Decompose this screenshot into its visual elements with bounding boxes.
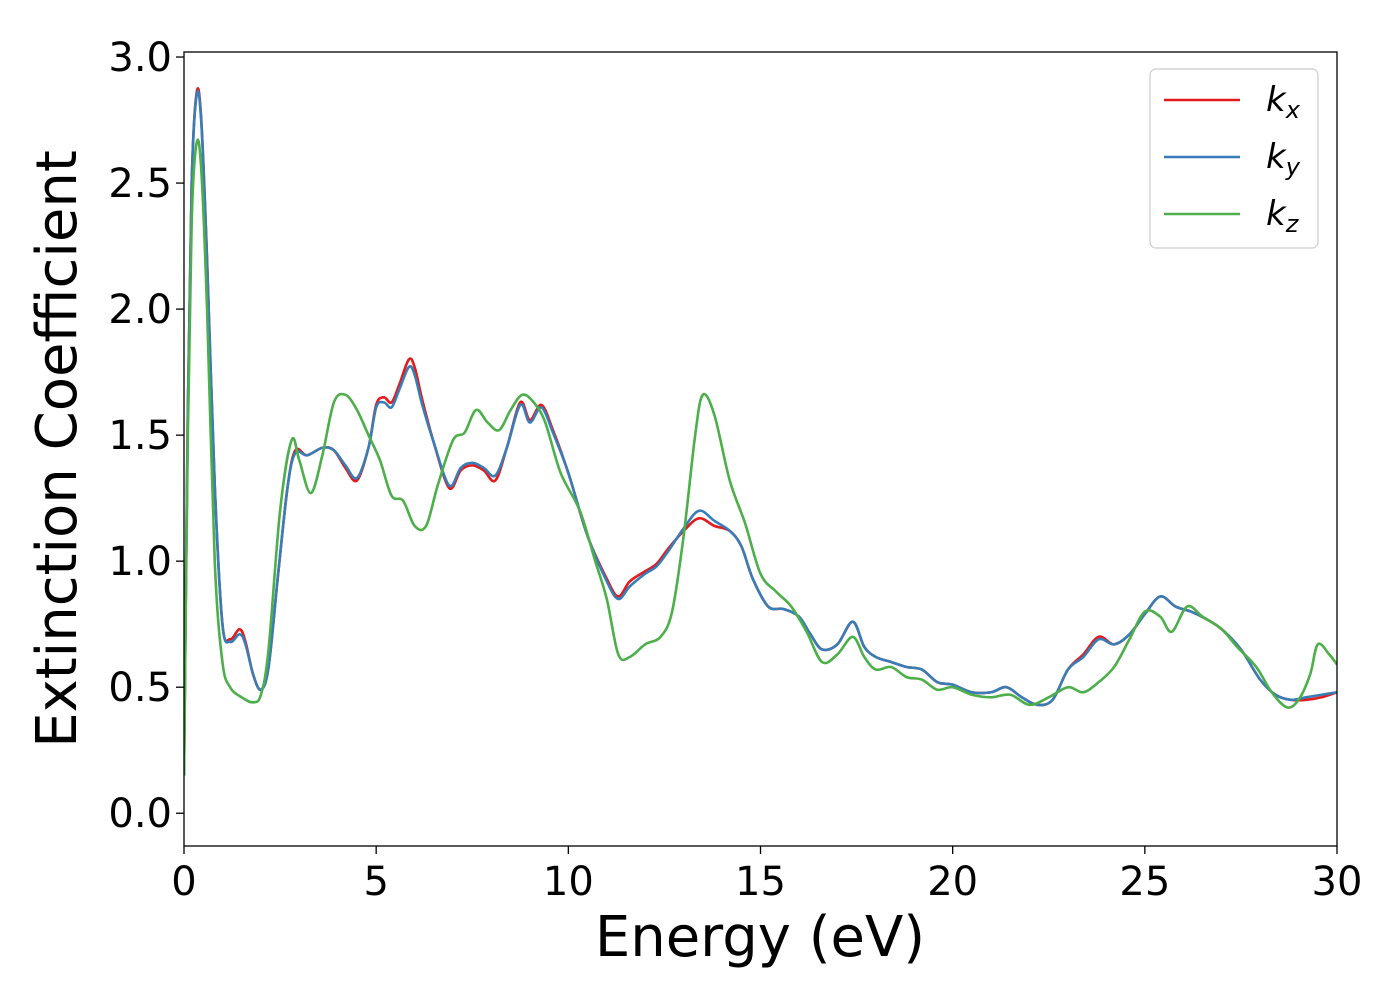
y-tick-label: 0.5 <box>108 665 172 711</box>
y-tick-label: 1.0 <box>108 539 172 585</box>
y-tick-label: 1.5 <box>108 413 172 459</box>
y-axis-label: Extinction Coefficient <box>25 150 90 748</box>
x-axis-ticks: 0 5 10 15 20 25 30 <box>171 846 1362 905</box>
x-axis-label: Energy (eV) <box>595 905 925 970</box>
x-tick-label: 5 <box>363 859 388 905</box>
plot-lines <box>184 87 1337 776</box>
legend: kx ky kz <box>1149 68 1319 249</box>
legend-box <box>1149 68 1319 249</box>
series-line-k-z <box>184 138 1337 776</box>
x-tick-label: 25 <box>1119 859 1170 905</box>
x-tick-label: 10 <box>543 859 594 905</box>
legend-label-k-x: kx <box>1266 80 1301 124</box>
legend-label-k-z: kz <box>1266 194 1300 238</box>
y-tick-label: 0.0 <box>108 791 172 837</box>
y-axis-ticks: 0.0 0.5 1.0 1.5 2.0 2.5 3.0 <box>108 35 184 837</box>
x-tick-label: 0 <box>171 859 196 905</box>
y-tick-label: 2.5 <box>108 161 172 207</box>
y-tick-label: 2.0 <box>108 287 172 333</box>
legend-label-k-y: ky <box>1266 137 1301 181</box>
x-tick-label: 20 <box>927 859 978 905</box>
x-tick-label: 30 <box>1312 859 1363 905</box>
y-tick-label: 3.0 <box>108 35 172 81</box>
x-tick-label: 15 <box>735 859 786 905</box>
